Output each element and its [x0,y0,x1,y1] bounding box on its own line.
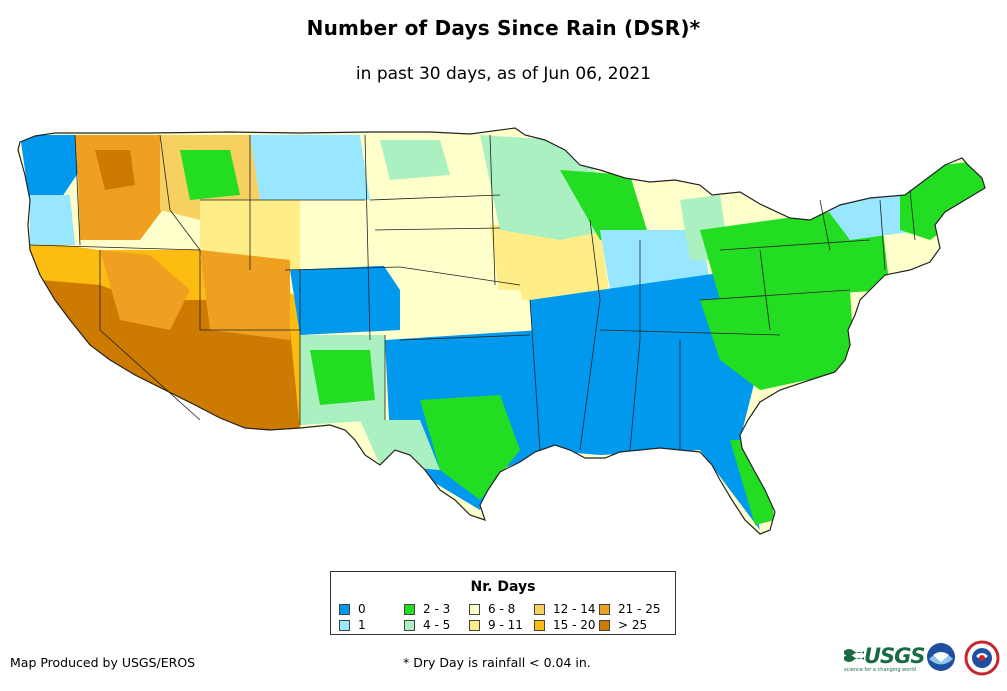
usgs-wave-icon [844,649,864,662]
legend-label: 15 - 20 [553,618,596,632]
legend-item: 9 - 11 [469,618,523,632]
legend-item: 15 - 20 [534,618,596,632]
legend-swatch [534,603,545,615]
us-rain-map [17,127,986,535]
legend-swatch [339,603,350,615]
legend-swatch [339,619,350,631]
legend-label: 6 - 8 [488,602,516,616]
legend-item: 1 [339,618,366,632]
legend-swatch [534,619,545,631]
footnote-text: * Dry Day is rainfall < 0.04 in. [403,655,591,670]
legend-swatch [599,619,610,631]
legend-label: 4 - 5 [423,618,451,632]
legend-swatch [404,619,415,631]
legend-swatch [599,603,610,615]
legend-title: Nr. Days [470,579,536,595]
legend-item: 4 - 5 [404,618,450,632]
legend-label: > 25 [618,618,648,632]
legend-label: 2 - 3 [423,602,451,616]
usgs-tagline: science for a changing world [844,667,916,673]
usgs-logo: USGS science for a changing world [844,643,926,673]
legend-label: 0 [358,602,366,616]
map-subtitle: in past 30 days, as of Jun 06, 2021 [355,64,652,84]
legend-box: Nr. Days 0 1 2 - 3 4 - 5 6 - 8 9 - 11 12 - 14 1… [330,571,676,635]
noaa-logo-icon [927,643,955,671]
credit-text: Map Produced by USGS/EROS [10,655,196,670]
legend-item: 0 [339,602,366,616]
map-title: Number of Days Since Rain (DSR)* [306,16,701,40]
legend-item: 21 - 25 [599,602,661,616]
legend-item: 12 - 14 [534,602,596,616]
legend-item: > 25 [599,618,647,632]
legend-swatch [404,603,415,615]
usgs-logo-text: USGS [864,644,926,668]
legend-item: 2 - 3 [404,602,450,616]
legend-label: 12 - 14 [553,602,596,616]
legend-label: 1 [358,618,366,632]
legend-label: 21 - 25 [618,602,661,616]
legend-swatch [469,619,480,631]
legend-item: 6 - 8 [469,602,515,616]
legend-swatch [469,603,480,615]
legend-label: 9 - 11 [488,618,523,632]
nws-logo-icon [964,640,1000,676]
